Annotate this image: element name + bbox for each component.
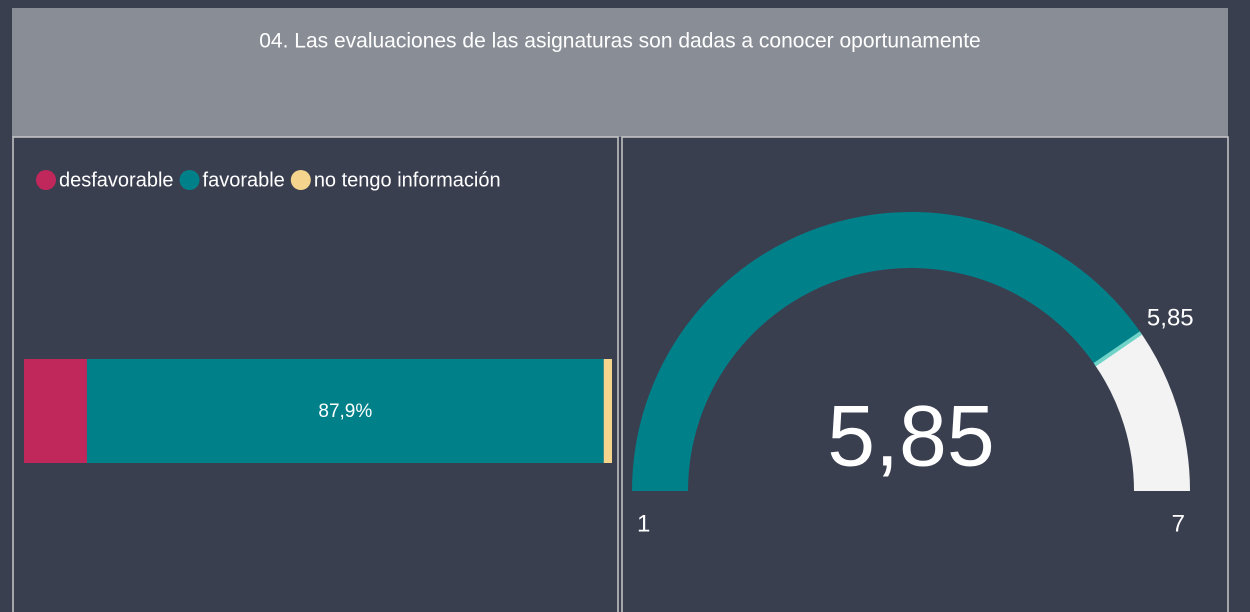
- bar-segment: [24, 359, 87, 463]
- data-label: 87,9%: [318, 401, 372, 422]
- legend-swatch: [290, 170, 311, 190]
- legend-label: favorable: [203, 169, 285, 191]
- legend-swatch: [179, 170, 200, 190]
- gauge-value-label: 5,85: [827, 389, 994, 485]
- gauge-track: [1094, 332, 1190, 491]
- header-title: 04. Las evaluaciones de las asignaturas …: [259, 30, 981, 53]
- legend-swatch: [36, 170, 56, 190]
- header-panel: [12, 8, 1228, 137]
- gauge-value: [632, 212, 1141, 491]
- target-label: 5,85: [1147, 304, 1194, 331]
- bar-segment: [86, 359, 604, 463]
- legend-label: no tengo información: [314, 169, 501, 191]
- gauge-max-label: 7: [1172, 510, 1185, 537]
- right-panel: [621, 136, 1229, 612]
- legend-label: desfavorable: [59, 169, 174, 191]
- gauge-target: [1093, 331, 1143, 367]
- left-panel: [12, 136, 619, 612]
- bar-segment: [603, 359, 612, 463]
- gauge-min-label: 1: [637, 510, 650, 537]
